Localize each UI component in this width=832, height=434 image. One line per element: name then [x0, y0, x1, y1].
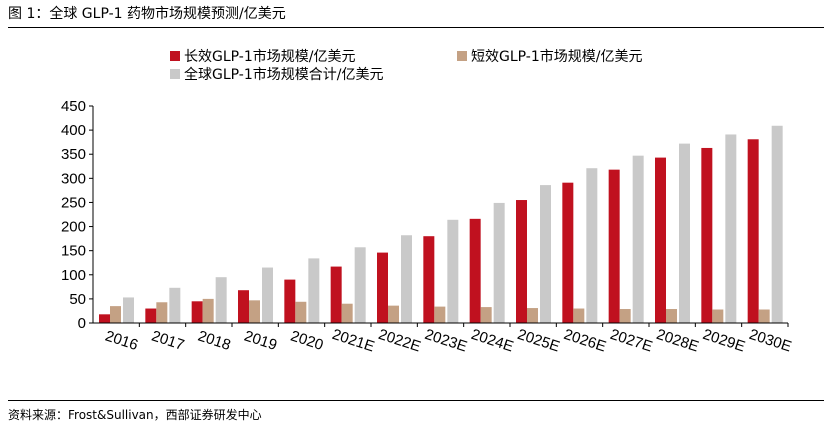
bar-total-2019: [262, 267, 273, 323]
bar-total-2022E: [401, 235, 412, 323]
x-tick-label: 2018: [196, 327, 233, 353]
bar-short-acting-2018: [202, 298, 214, 323]
y-tick-label: 0: [78, 315, 86, 332]
x-tick-label: 2019: [242, 327, 279, 353]
y-tick-label: 300: [61, 170, 86, 187]
y-axis: 0 50 100 150 200 250 300 350 400 450: [61, 98, 94, 332]
y-tick-label: 350: [61, 146, 86, 163]
bar-total-2024E: [493, 202, 505, 323]
bar-short-acting-2023E: [434, 306, 446, 323]
bar-total-2027E: [632, 155, 644, 323]
x-tick-label: 2029E: [701, 326, 748, 356]
bar-total-2030E: [771, 125, 783, 323]
x-tick-label: 2027E: [608, 326, 655, 356]
bar-total-2018: [215, 277, 227, 323]
legend-label-1: 长效GLP-1市场规模/亿美元: [184, 48, 355, 65]
bar-long-acting-2027E: [608, 169, 620, 323]
bar-short-acting-2017: [156, 302, 168, 323]
bar-long-acting-2021E: [330, 266, 342, 323]
bar-long-acting-2028E: [655, 157, 666, 323]
bar-short-acting-2027E: [619, 309, 631, 323]
x-tick-label: 2016: [103, 327, 140, 353]
bar-total-2026E: [586, 168, 598, 323]
bar-series-group: [99, 125, 783, 323]
chart-legend: 长效GLP-1市场规模/亿美元 短效GLP-1市场规模/亿美元全球GLP-1市场规…: [170, 48, 642, 83]
bar-total-2029E: [725, 134, 737, 323]
bar-long-acting-2019: [238, 290, 249, 323]
x-tick-label: 2022E: [376, 326, 423, 356]
x-tick-label: 2028E: [654, 326, 701, 356]
bar-chart: 长效GLP-1市场规模/亿美元 短效GLP-1市场规模/亿美元全球GLP-1市场规…: [61, 48, 794, 356]
bar-total-2021E: [354, 247, 366, 323]
bar-long-acting-2029E: [701, 147, 713, 323]
bar-short-acting-2019: [249, 300, 260, 323]
bar-long-acting-2023E: [423, 236, 435, 323]
bar-long-acting-2026E: [562, 182, 574, 323]
bar-short-acting-2020: [295, 301, 307, 323]
bar-total-2023E: [447, 219, 459, 323]
bar-short-acting-2024E: [480, 307, 492, 323]
x-tick-label: 2025E: [515, 326, 562, 356]
bar-short-acting-2025E: [527, 308, 538, 323]
source-note: 资料来源：Frost&Sullivan，西部证券研发中心: [8, 408, 262, 422]
bar-long-acting-2022E: [377, 252, 388, 323]
bar-long-acting-2018: [191, 301, 203, 323]
legend-swatch-2: [457, 51, 467, 61]
bar-total-2016: [123, 297, 134, 323]
bar-short-acting-2016: [110, 306, 121, 323]
y-tick-label: 400: [61, 122, 86, 139]
x-tick-label: 2024E: [469, 326, 516, 356]
bar-total-2028E: [679, 143, 690, 323]
bar-long-acting-2020: [284, 279, 296, 323]
y-tick-label: 100: [61, 267, 86, 284]
bar-long-acting-2024E: [469, 218, 481, 323]
y-tick-label: 50: [69, 291, 86, 308]
top-rule: [8, 27, 824, 28]
bar-short-acting-2028E: [666, 309, 677, 323]
bar-total-2025E: [540, 185, 551, 323]
bottom-rule: [8, 400, 824, 401]
bar-total-2017: [169, 287, 181, 323]
x-axis: 2016 2017 2018 2019 2020 2021E 2022E 2023E 2024E…: [93, 322, 794, 356]
y-tick-label: 150: [61, 243, 86, 260]
legend-label-2: 短效GLP-1市场规模/亿美元: [471, 48, 642, 65]
bar-long-acting-2017: [145, 308, 157, 323]
bar-short-acting-2022E: [388, 305, 399, 323]
bar-total-2020: [308, 258, 320, 323]
y-tick-label: 200: [61, 219, 86, 236]
x-tick-label: 2030E: [747, 326, 794, 356]
y-tick-label: 250: [61, 194, 86, 211]
legend-swatch-3: [170, 69, 180, 79]
legend-swatch-1: [170, 51, 180, 61]
bar-long-acting-2016: [99, 314, 110, 323]
y-tick-label: 450: [61, 98, 86, 115]
x-tick-label: 2023E: [423, 326, 470, 356]
bar-short-acting-2021E: [341, 303, 353, 323]
x-tick-label: 2020: [288, 327, 325, 353]
x-tick-label: 2017: [149, 327, 186, 353]
figure-title: 图 1：全球 GLP-1 药物市场规模预测/亿美元: [8, 6, 286, 22]
bar-short-acting-2026E: [573, 308, 585, 323]
bar-long-acting-2025E: [516, 200, 527, 323]
bar-long-acting-2030E: [747, 139, 759, 323]
legend-label-3: 全球GLP-1市场规模合计/亿美元: [184, 66, 383, 83]
bar-short-acting-2030E: [758, 309, 770, 323]
bar-short-acting-2029E: [712, 309, 724, 323]
x-tick-label: 2026E: [562, 326, 609, 356]
x-tick-label: 2021E: [330, 326, 377, 356]
